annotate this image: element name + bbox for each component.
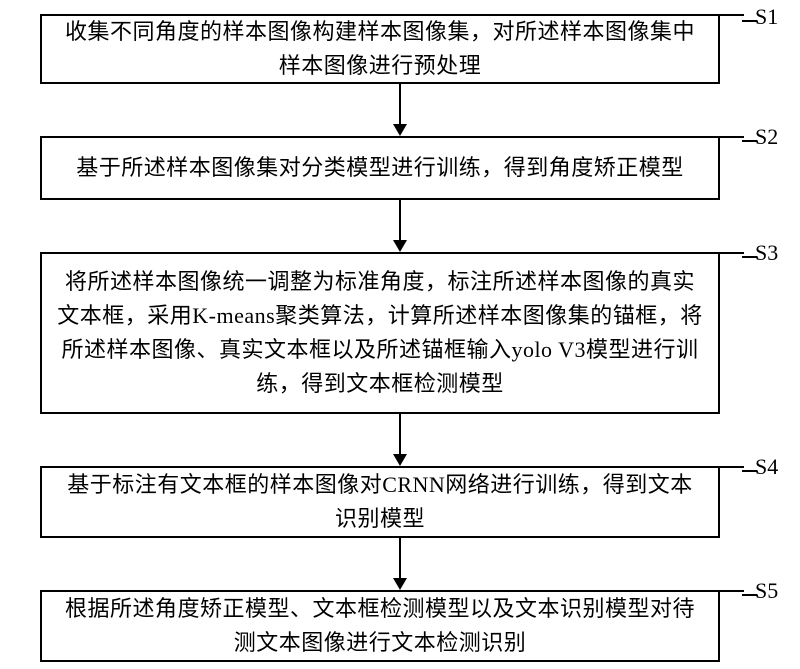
label-curve bbox=[742, 20, 758, 22]
label-curve bbox=[742, 256, 758, 258]
label-connector bbox=[720, 14, 744, 16]
step-label-s1: S1 bbox=[755, 4, 778, 30]
flow-step-s3: 将所述样本图像统一调整为标准角度，标注所述样本图像的真实文本框，采用K-mean… bbox=[40, 252, 720, 414]
label-connector bbox=[720, 136, 744, 138]
flow-step-text: 收集不同角度的样本图像构建样本图像集，对所述样本图像集中样本图像进行预处理 bbox=[56, 15, 704, 83]
label-connector bbox=[720, 252, 744, 254]
step-label-s4: S4 bbox=[755, 454, 778, 480]
flow-arrow-head bbox=[393, 240, 407, 252]
flow-step-text: 将所述样本图像统一调整为标准角度，标注所述样本图像的真实文本框，采用K-mean… bbox=[56, 265, 704, 401]
label-curve bbox=[742, 470, 758, 472]
flow-step-text: 基于所述样本图像集对分类模型进行训练，得到角度矫正模型 bbox=[56, 151, 704, 185]
flow-step-s4: 基于标注有文本框的样本图像对CRNN网络进行训练，得到文本识别模型 bbox=[40, 466, 720, 538]
label-curve bbox=[742, 594, 758, 596]
flow-step-s2: 基于所述样本图像集对分类模型进行训练，得到角度矫正模型 bbox=[40, 136, 720, 200]
label-connector bbox=[720, 466, 744, 468]
flow-arrow bbox=[399, 200, 401, 240]
step-label-s2: S2 bbox=[755, 124, 778, 150]
label-curve bbox=[742, 140, 758, 142]
flow-step-text: 根据所述角度矫正模型、文本框检测模型以及文本识别模型对待测文本图像进行文本检测识… bbox=[56, 592, 704, 660]
flow-arrow bbox=[399, 84, 401, 124]
flow-arrow bbox=[399, 538, 401, 578]
flow-step-s1: 收集不同角度的样本图像构建样本图像集，对所述样本图像集中样本图像进行预处理 bbox=[40, 14, 720, 84]
flow-arrow-head bbox=[393, 454, 407, 466]
flow-step-text: 基于标注有文本框的样本图像对CRNN网络进行训练，得到文本识别模型 bbox=[56, 468, 704, 536]
label-connector bbox=[720, 590, 744, 592]
flow-arrow-head bbox=[393, 578, 407, 590]
flow-arrow bbox=[399, 414, 401, 454]
step-label-s3: S3 bbox=[755, 240, 778, 266]
step-label-s5: S5 bbox=[755, 578, 778, 604]
flow-step-s5: 根据所述角度矫正模型、文本框检测模型以及文本识别模型对待测文本图像进行文本检测识… bbox=[40, 590, 720, 662]
flow-arrow-head bbox=[393, 124, 407, 136]
